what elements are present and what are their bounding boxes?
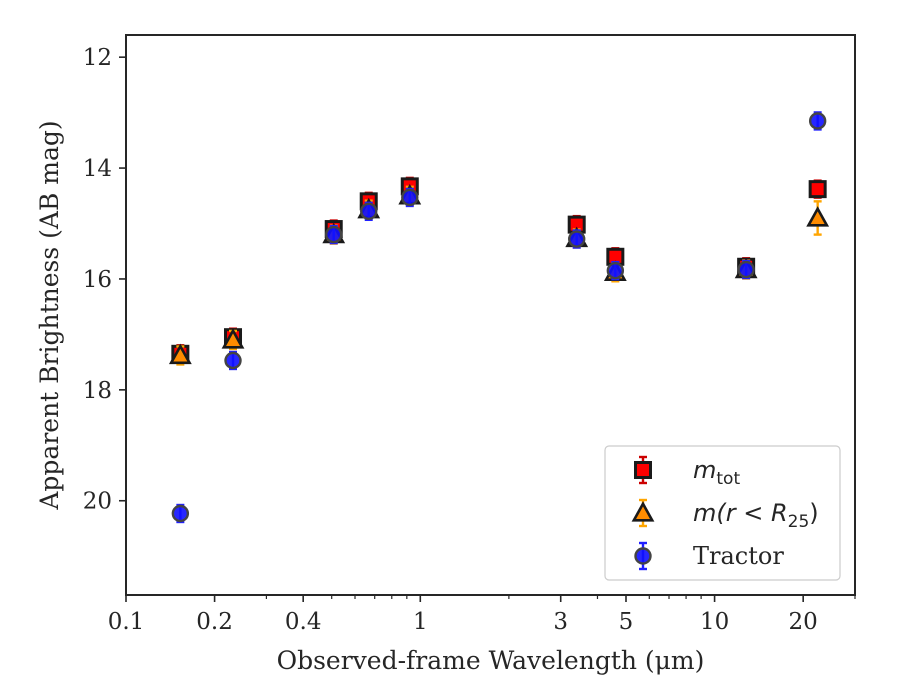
data-point-circle	[171, 504, 190, 523]
y-tick-label: 18	[83, 378, 112, 404]
y-tick-label: 16	[83, 267, 112, 293]
legend-marker-circle	[634, 547, 652, 565]
data-points	[168, 111, 830, 524]
data-point-triangle	[221, 328, 245, 349]
x-axis-label: Observed-frame Wavelength (μm)	[277, 646, 705, 675]
y-tick-label: 14	[83, 156, 112, 182]
x-tick-label: 3	[553, 609, 568, 635]
y-tick-label: 12	[83, 45, 112, 71]
legend-marker-square	[634, 461, 652, 479]
x-tick-label: 5	[619, 609, 634, 635]
data-point-circle	[808, 112, 827, 130]
data-point-circle	[568, 230, 586, 248]
legend-label: mtot	[693, 456, 740, 489]
data-point-circle	[606, 261, 625, 280]
y-axis-label: Apparent Brightness (AB mag)	[35, 120, 64, 510]
series-square	[171, 176, 827, 364]
data-point-triangle	[806, 206, 830, 227]
data-point-triangle	[168, 343, 192, 365]
data-point-circle	[224, 351, 242, 370]
x-tick-label: 1	[413, 609, 428, 635]
x-tick-label: 20	[789, 609, 818, 635]
axis-ticks: 0.1 0.2 0.4 1 3 5 10 20 12 14 16 18 20	[83, 45, 856, 635]
legend: mtot m(r < R25) Tractor	[604, 445, 841, 581]
legend-label: Tractor	[693, 542, 784, 570]
data-point-circle	[401, 188, 419, 207]
data-point-circle	[325, 225, 343, 244]
series-circle	[171, 111, 827, 524]
data-point-square	[808, 180, 827, 199]
x-tick-label: 10	[700, 609, 729, 635]
data-point-circle	[360, 202, 378, 221]
x-tick-label: 0.4	[285, 609, 322, 635]
data-point-circle	[737, 260, 755, 279]
axes-frame	[125, 34, 856, 596]
legend-marker-triangle	[631, 501, 655, 522]
series-triangle	[168, 183, 830, 366]
x-tick-label: 0.1	[108, 609, 145, 635]
y-tick-label: 20	[83, 489, 112, 515]
legend-label: m(r < R25)	[693, 499, 819, 532]
x-tick-label: 0.2	[196, 609, 233, 635]
legend-box	[604, 445, 841, 581]
